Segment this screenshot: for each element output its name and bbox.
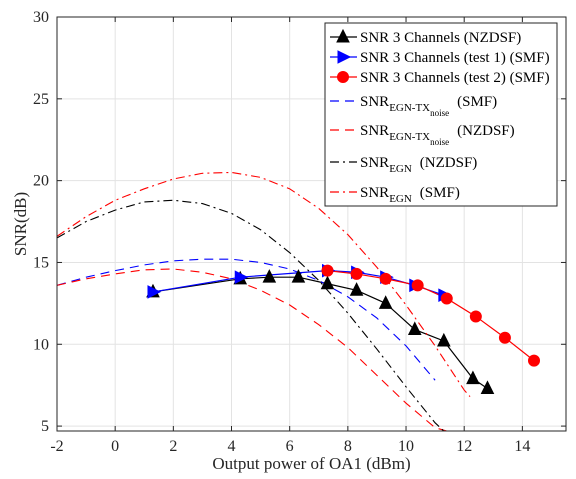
x-tick-label: 6	[286, 438, 294, 455]
x-tick-label: 10	[398, 438, 414, 455]
series-4-line	[57, 258, 436, 381]
series-1-point	[437, 332, 451, 347]
legend-entry-1: SNR 3 Channels (NZDSF)	[360, 30, 521, 46]
series-5-line	[57, 268, 447, 431]
legend-label-suffix: (NZDSF)	[457, 123, 515, 139]
legend-label-main: SNR	[360, 94, 389, 110]
y-tick-label: 20	[33, 173, 49, 190]
legend-entry-2: SNR 3 Channels (test 1) (SMF)	[360, 50, 550, 66]
legend-entry-4: SNR EGN-TX noise (SMF)	[360, 94, 497, 118]
legend-marker-2	[337, 50, 352, 64]
y-tick-label: 10	[33, 336, 49, 353]
legend-label-main: SNR	[360, 155, 389, 171]
series-3-point	[350, 267, 363, 280]
legend-label-sub: EGN-TX	[389, 102, 430, 114]
series-2-point	[147, 285, 162, 299]
x-tick-label: 2	[169, 438, 177, 455]
series-1-point	[378, 295, 393, 309]
y-tick-label: 5	[41, 418, 49, 435]
x-tick-label: -2	[50, 438, 63, 455]
legend-label-main: SNR	[360, 185, 389, 201]
legend: SNR 3 Channels (NZDSF) SNR 3 Channels (te…	[324, 22, 558, 207]
legend-marker-3	[337, 71, 349, 83]
x-axis-title: Output power of OA1 (dBm)	[212, 454, 410, 473]
series-1-point	[291, 269, 306, 283]
y-axis-title: SNR(dB)	[11, 192, 30, 256]
x-tick-label: 8	[344, 438, 352, 455]
legend-box	[324, 22, 558, 207]
x-tick-label: 0	[111, 438, 119, 455]
legend-label-subsub: noise	[430, 108, 449, 118]
legend-entry-5: SNR EGN-TX noise (NZDSF)	[360, 123, 515, 147]
series-1-point	[466, 370, 480, 385]
series-3-point	[498, 331, 511, 344]
legend-label-main: SNR	[360, 123, 389, 139]
y-tick-label: 30	[33, 9, 49, 26]
legend-label-suffix: (SMF)	[457, 94, 497, 110]
series-7-line	[57, 171, 471, 398]
y-tick-label: 25	[33, 91, 49, 108]
series-6-line	[57, 199, 445, 431]
series-3-point	[379, 272, 392, 285]
legend-label-suffix: (NZDSF)	[420, 155, 478, 171]
series-3-point	[440, 292, 453, 305]
legend-entry-6: SNR EGN (NZDSF)	[360, 155, 477, 175]
legend-label-sub: EGN	[389, 193, 412, 205]
x-tick-label: 12	[456, 438, 472, 455]
series-1-point	[320, 275, 335, 290]
x-tick-label: 14	[514, 438, 530, 455]
legend-marker-1	[336, 28, 350, 43]
legend-label-sub: EGN-TX	[389, 131, 430, 143]
legend-entry-3: SNR 3 Channels (test 2) (SMF)	[360, 70, 550, 86]
y-tick-label: 15	[33, 254, 49, 271]
series-1-point	[349, 282, 364, 296]
series-1-point	[480, 380, 495, 394]
series-2-point	[234, 270, 249, 284]
legend-label-suffix: (SMF)	[420, 185, 460, 201]
x-tick-label: 4	[228, 438, 236, 455]
series-3-point	[321, 264, 334, 277]
marker-layer	[146, 263, 541, 394]
legend-label-sub: EGN	[389, 163, 412, 175]
series-3-point	[411, 279, 424, 292]
legend-entry-7: SNR EGN (SMF)	[360, 185, 460, 205]
series-1-point	[262, 269, 277, 283]
series-3-point	[528, 354, 541, 367]
legend-label-subsub: noise	[430, 137, 449, 147]
plot-frame	[56, 16, 567, 432]
ticks: -2 0 2 4 6 8 10 12 14 5 10 15 20 25 30	[33, 9, 566, 455]
series-1-point	[407, 321, 422, 336]
series-3-point	[469, 310, 482, 323]
